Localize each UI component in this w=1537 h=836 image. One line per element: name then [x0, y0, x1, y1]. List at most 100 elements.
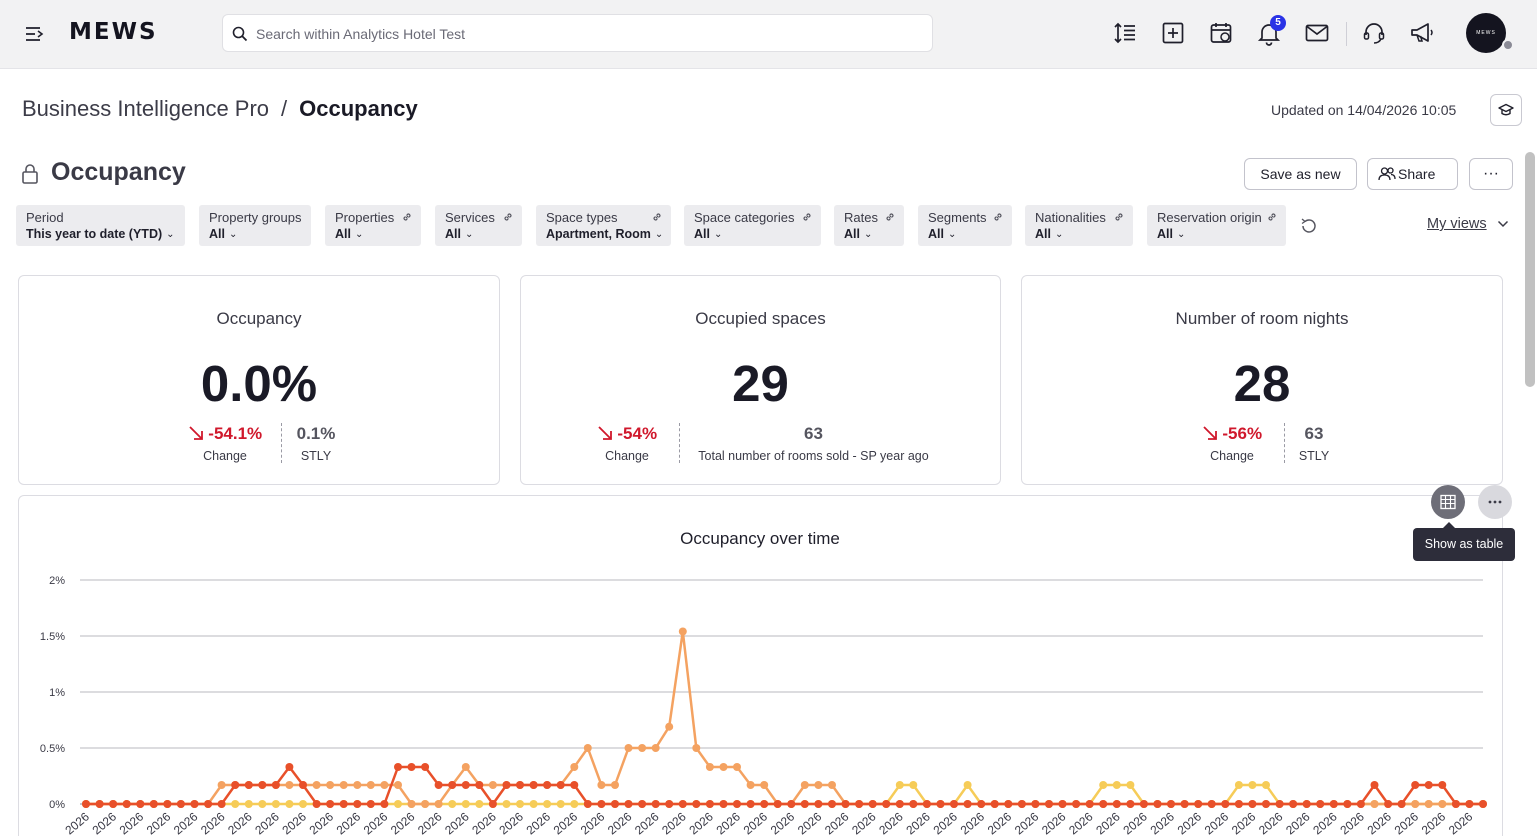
filter-rates[interactable]: Rates All ⌄ [834, 205, 904, 246]
data-point[interactable] [950, 800, 958, 808]
data-point[interactable] [488, 800, 497, 808]
data-point[interactable] [1099, 800, 1108, 808]
data-point[interactable] [448, 800, 457, 808]
data-point[interactable] [163, 800, 172, 808]
data-point[interactable] [421, 800, 430, 808]
data-point[interactable] [543, 800, 552, 808]
data-point[interactable] [692, 800, 701, 808]
data-point[interactable] [1289, 800, 1298, 808]
data-point[interactable] [733, 763, 741, 771]
data-point[interactable] [665, 722, 674, 731]
data-point[interactable] [583, 800, 592, 808]
data-point[interactable] [407, 800, 416, 808]
data-point[interactable] [746, 781, 755, 789]
data-point[interactable] [1370, 781, 1379, 789]
data-point[interactable] [597, 800, 606, 808]
data-point[interactable] [733, 800, 741, 808]
headset-icon[interactable] [1361, 20, 1387, 46]
data-point[interactable] [285, 763, 294, 771]
filter-space-types[interactable]: Space types Apartment, Room ⌄ [536, 205, 671, 246]
calendar-edit-icon[interactable] [1208, 20, 1234, 46]
data-point[interactable] [1072, 800, 1081, 808]
data-point[interactable] [705, 800, 714, 808]
data-point[interactable] [1099, 781, 1108, 789]
data-point[interactable] [136, 800, 145, 808]
data-point[interactable] [719, 800, 728, 808]
data-point[interactable] [461, 781, 470, 789]
data-point[interactable] [814, 781, 823, 789]
filter-reservation-origin[interactable]: Reservation origin All ⌄ [1147, 205, 1286, 246]
data-point[interactable] [1207, 800, 1216, 808]
data-point[interactable] [1424, 800, 1433, 808]
data-point[interactable] [1112, 781, 1121, 789]
data-point[interactable] [611, 800, 619, 808]
data-point[interactable] [909, 800, 918, 808]
data-point[interactable] [1329, 800, 1338, 808]
data-point[interactable] [461, 763, 470, 771]
data-point[interactable] [1248, 781, 1257, 789]
data-point[interactable] [82, 800, 90, 808]
data-point[interactable] [258, 800, 267, 808]
data-point[interactable] [407, 763, 416, 771]
data-point[interactable] [149, 800, 158, 808]
data-point[interactable] [529, 781, 538, 789]
data-point[interactable] [366, 800, 375, 808]
data-point[interactable] [570, 781, 579, 789]
data-point[interactable] [299, 800, 307, 808]
data-point[interactable] [217, 800, 226, 808]
data-point[interactable] [665, 800, 674, 808]
data-point[interactable] [570, 800, 579, 808]
megaphone-icon[interactable] [1409, 20, 1435, 46]
data-point[interactable] [1180, 800, 1189, 808]
data-point[interactable] [380, 781, 389, 789]
filter-nationalities[interactable]: Nationalities All ⌄ [1025, 205, 1133, 246]
data-point[interactable] [1384, 800, 1393, 808]
data-point[interactable] [1004, 800, 1013, 808]
data-point[interactable] [1438, 781, 1447, 789]
data-point[interactable] [651, 800, 660, 808]
data-point[interactable] [176, 800, 185, 808]
data-point[interactable] [299, 781, 307, 789]
filter-period[interactable]: Period This year to date (YTD) ⌄ [16, 205, 185, 246]
data-point[interactable] [326, 781, 335, 789]
chart-more-button[interactable] [1478, 485, 1512, 519]
data-point[interactable] [488, 781, 497, 789]
data-point[interactable] [1356, 800, 1365, 808]
menu-collapse-icon[interactable] [24, 23, 44, 45]
data-point[interactable] [922, 800, 931, 808]
data-point[interactable] [271, 800, 280, 808]
breadcrumb-parent[interactable]: Business Intelligence Pro [22, 96, 270, 121]
academy-button[interactable] [1490, 94, 1522, 126]
line-height-icon[interactable] [1112, 20, 1138, 46]
logo[interactable]: MEWS [69, 19, 158, 45]
data-point[interactable] [1411, 781, 1420, 789]
data-point[interactable] [1112, 800, 1121, 808]
mail-icon[interactable] [1304, 20, 1330, 46]
data-point[interactable] [1126, 800, 1135, 808]
data-point[interactable] [624, 744, 633, 752]
data-point[interactable] [760, 800, 769, 808]
data-point[interactable] [868, 800, 877, 808]
show-as-table-button[interactable] [1431, 485, 1465, 519]
data-point[interactable] [1234, 781, 1243, 789]
search-box[interactable] [222, 14, 933, 52]
data-point[interactable] [692, 744, 701, 752]
data-point[interactable] [1031, 800, 1040, 808]
save-as-new-button[interactable]: Save as new [1244, 158, 1357, 190]
my-views-dropdown[interactable]: My views [1427, 216, 1487, 232]
data-point[interactable] [502, 800, 511, 808]
data-point[interactable] [1248, 800, 1257, 808]
filter-properties[interactable]: Properties All ⌄ [325, 205, 421, 246]
data-point[interactable] [394, 763, 402, 771]
data-point[interactable] [380, 800, 389, 808]
data-point[interactable] [109, 800, 118, 808]
data-point[interactable] [1316, 800, 1325, 808]
data-point[interactable] [800, 781, 809, 789]
data-point[interactable] [434, 781, 443, 789]
data-point[interactable] [353, 800, 362, 808]
data-point[interactable] [936, 800, 945, 808]
data-point[interactable] [895, 800, 904, 808]
data-point[interactable] [990, 800, 999, 808]
data-point[interactable] [461, 800, 470, 808]
data-point[interactable] [570, 763, 579, 771]
